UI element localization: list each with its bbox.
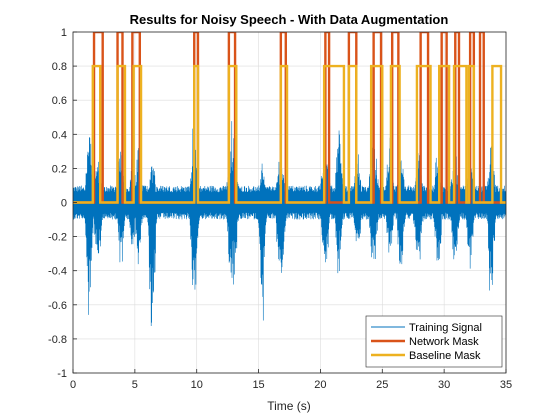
y-tick-label: -0.4 (48, 266, 67, 278)
y-tick-label: 0.4 (52, 129, 67, 141)
y-tick-label: 0 (61, 198, 67, 210)
y-tick-label: 0.2 (52, 163, 67, 175)
legend-label-baseline-mask: Baseline Mask (409, 350, 481, 362)
y-axis-ticks: -1 -0.8 -0.6 -0.4 -0.2 0 0.2 0.4 0.6 0.8 1 (48, 27, 77, 380)
legend: Training Signal Network Mask Baseline Ma… (365, 315, 503, 368)
y-tick-label: 0.8 (52, 61, 67, 73)
legend-label-training-signal: Training Signal (409, 322, 482, 334)
chart-title: Results for Noisy Speech - With Data Aug… (130, 12, 449, 27)
x-tick-label: 0 (70, 379, 76, 391)
x-axis-ticks: 0 5 10 15 20 25 30 35 (70, 369, 512, 391)
y-tick-label: -0.6 (48, 300, 67, 312)
x-tick-label: 5 (132, 379, 138, 391)
x-tick-label: 20 (314, 379, 326, 391)
x-tick-label: 30 (438, 379, 450, 391)
y-tick-label: 0.6 (52, 95, 67, 107)
x-tick-label: 10 (191, 379, 203, 391)
legend-label-network-mask: Network Mask (409, 336, 479, 348)
plot-content (73, 32, 506, 326)
y-tick-label: -0.8 (48, 334, 67, 346)
y-tick-label: -1 (57, 368, 67, 380)
y-tick-label: -0.2 (48, 232, 67, 244)
series-baseline-mask (73, 64, 506, 204)
y-tick-label: 1 (61, 27, 67, 39)
x-tick-label: 15 (252, 379, 264, 391)
x-tick-label: 25 (376, 379, 388, 391)
series-training-signal (73, 121, 506, 326)
x-tick-label: 35 (500, 379, 512, 391)
x-axis-label: Time (s) (267, 399, 311, 413)
